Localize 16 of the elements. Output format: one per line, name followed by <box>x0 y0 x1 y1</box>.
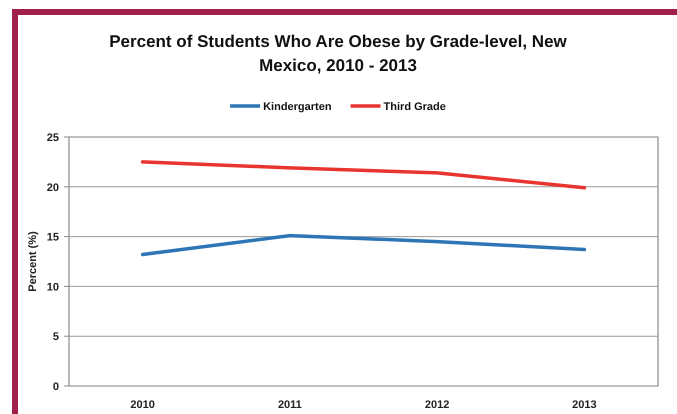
x-tick-label: 2010 <box>130 399 155 411</box>
legend-label: Kindergarten <box>263 101 332 113</box>
line-series <box>140 234 586 256</box>
y-tick-label: 20 <box>46 182 59 194</box>
y-tick-label: 10 <box>46 281 59 294</box>
x-tick-label: 2012 <box>424 399 450 411</box>
x-tick-label: 2011 <box>278 399 302 411</box>
chart-title: Percent of Students Who Are Obese by Grade-level, New Mexico, 2010 - 2013 <box>109 32 568 75</box>
legend-label: Third Grade <box>384 101 446 113</box>
x-tick-label: 2013 <box>572 399 597 411</box>
y-axis-title: Percent (%) <box>27 230 39 292</box>
y-tick-label: 15 <box>46 232 59 244</box>
y-tick-label: 5 <box>52 331 59 344</box>
line-series <box>140 160 586 190</box>
y-tick-label: 0 <box>52 381 59 393</box>
y-tick-label: 25 <box>46 132 59 144</box>
